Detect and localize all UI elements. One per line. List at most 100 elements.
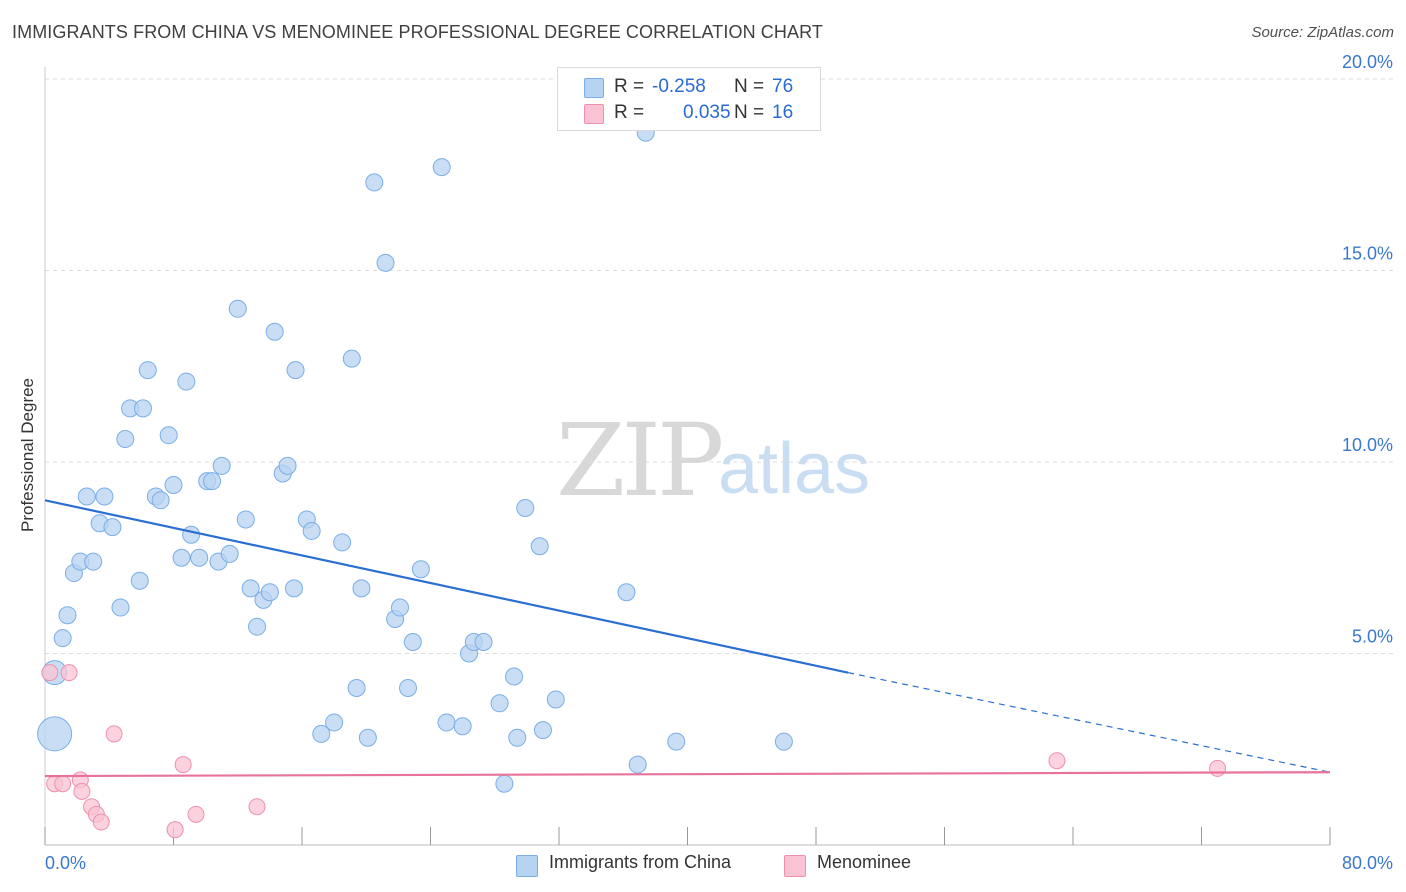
china-point (352, 579, 371, 598)
china-point (365, 173, 384, 192)
china-point (133, 399, 152, 418)
x-tick-label: 80.0% (1342, 853, 1393, 873)
china-point (390, 598, 409, 617)
china-point (130, 571, 149, 590)
china-point (248, 617, 267, 636)
y-tick-label: 10.0% (1342, 435, 1393, 455)
r-label: R = (614, 76, 645, 97)
china-trend-line (44, 499, 849, 674)
legend-label: Menominee (817, 852, 912, 872)
menominee-point (105, 725, 123, 743)
china-point (260, 583, 279, 602)
menominee-point (1048, 752, 1066, 770)
china-point (347, 678, 366, 697)
china-point (533, 721, 552, 740)
china-point (437, 713, 456, 732)
china-point (508, 728, 527, 747)
watermark-zip: ZIP (556, 402, 724, 519)
menominee-trend-line (44, 771, 1331, 778)
y-axis-label: Professional Degree (18, 377, 37, 533)
menominee-point (248, 798, 266, 816)
china-point (432, 158, 451, 177)
china-point (495, 774, 514, 793)
china-point (411, 560, 430, 579)
source-credit: Source: ZipAtlas.com (1251, 24, 1394, 41)
china-point (325, 713, 344, 732)
china-point (116, 430, 135, 449)
china-point (342, 349, 361, 368)
china-point (530, 537, 549, 556)
menominee-point (166, 821, 184, 839)
blue-swatch (584, 78, 604, 98)
blue-swatch (516, 855, 538, 877)
china-point (138, 361, 157, 380)
china-point (399, 678, 418, 697)
china-point (182, 525, 201, 544)
pink-swatch (784, 855, 806, 877)
r-value: -0.258 (652, 76, 706, 97)
menominee-point (54, 775, 72, 793)
china-point (95, 487, 114, 506)
menominee-point (60, 664, 78, 682)
y-tick-label: 5.0% (1352, 627, 1393, 647)
china-point (53, 629, 72, 648)
china-point (403, 633, 422, 652)
n-value: 16 (772, 102, 794, 123)
r-value: 0.035 (683, 102, 731, 123)
china-point (103, 518, 122, 537)
china-point (265, 322, 284, 341)
china-point (37, 716, 73, 752)
china-point (628, 755, 647, 774)
china-point (333, 533, 352, 552)
china-point (151, 491, 170, 510)
stats-legend: R = -0.258 N = 76 R = 0.035 N = 16 (557, 67, 821, 131)
watermark-atlas: atlas (718, 429, 871, 509)
china-point (84, 552, 103, 571)
china-point (111, 598, 130, 617)
n-label: N = (734, 102, 765, 123)
n-label: N = (734, 76, 765, 97)
china-point (516, 498, 535, 517)
menominee-point (174, 756, 192, 774)
china-point (241, 579, 260, 598)
china-point (284, 579, 303, 598)
china-point (190, 548, 209, 567)
y-tick-label: 20.0% (1342, 52, 1393, 72)
china-point (172, 548, 191, 567)
china-point (505, 667, 524, 686)
y-tick-label: 15.0% (1342, 244, 1393, 264)
china-point (546, 690, 565, 709)
china-point (302, 521, 321, 540)
x-tick-label: 0.0% (45, 853, 86, 873)
china-point (278, 456, 297, 475)
menominee-point (1209, 759, 1227, 777)
china-point (286, 361, 305, 380)
china-point (58, 606, 77, 625)
china-point (236, 510, 255, 529)
menominee-point (187, 805, 205, 823)
china-point (220, 544, 239, 563)
r-label: R = (614, 102, 645, 123)
china-point (667, 732, 686, 751)
china-point (376, 253, 395, 272)
china-point (453, 717, 472, 736)
china-point (212, 456, 231, 475)
china-point (77, 487, 96, 506)
n-value: 76 (772, 76, 794, 97)
legend-label: Immigrants from China (549, 852, 732, 872)
china-point (358, 728, 377, 747)
menominee-point (73, 782, 91, 800)
china-point (474, 633, 493, 652)
china-point (228, 299, 247, 318)
china-point (774, 732, 793, 751)
china-point (617, 583, 636, 602)
china-point (177, 372, 196, 391)
menominee-point (41, 664, 59, 682)
china-point (203, 472, 222, 491)
chart-title: IMMIGRANTS FROM CHINA VS MENOMINEE PROFE… (12, 22, 823, 42)
china-point (312, 724, 331, 743)
china-point (490, 694, 509, 713)
pink-swatch (584, 104, 604, 124)
china-trend-extension (848, 672, 1331, 773)
